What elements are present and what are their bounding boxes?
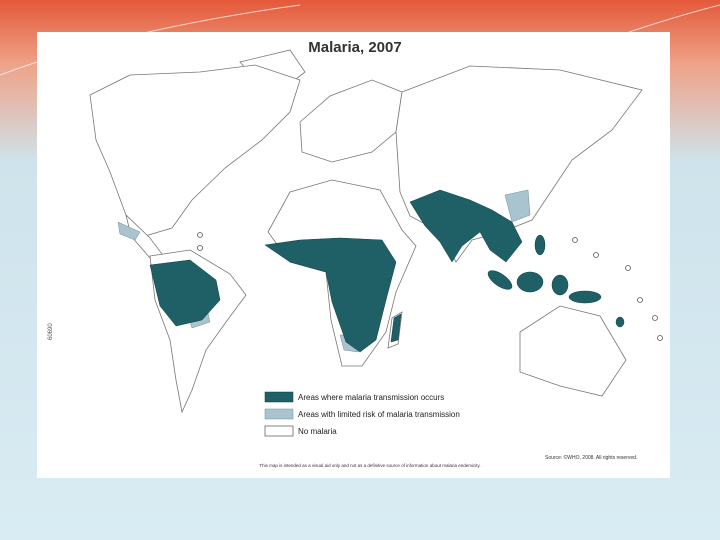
malaria-area (390, 313, 402, 343)
island (625, 265, 631, 271)
islands (197, 232, 663, 341)
legend-swatch (264, 425, 294, 437)
malaria-area (551, 274, 569, 296)
legend-label: Areas with limited risk of malaria trans… (298, 410, 460, 419)
legend-swatch (264, 408, 294, 420)
legend-swatch (264, 391, 294, 403)
island (652, 315, 658, 321)
australia (519, 305, 627, 397)
malaria-area (568, 290, 602, 304)
malaria-area (534, 234, 546, 256)
malaria-area (516, 271, 544, 293)
legend-label: Areas where malaria transmission occurs (298, 393, 444, 402)
malaria-area (615, 316, 625, 328)
disclaimer: This map is intended as a visual aid onl… (259, 463, 480, 468)
map-code: 60690 (48, 323, 54, 340)
island (593, 252, 599, 258)
legend-label: No malaria (298, 427, 337, 436)
malaria-area (487, 270, 513, 290)
island (197, 232, 203, 238)
source: Source: ©WHO, 2008. All rights reserved. (545, 454, 637, 461)
north-america (89, 64, 301, 237)
island (197, 245, 203, 251)
island (637, 297, 643, 303)
map-title: Malaria, 2007 (308, 39, 401, 56)
malaria-area (149, 259, 221, 327)
island (572, 237, 578, 243)
limited-risk-area (117, 221, 141, 241)
malaria-area (264, 237, 397, 353)
island (657, 335, 663, 341)
limited-risk-area (504, 189, 531, 223)
world-map (89, 49, 663, 414)
legend: Areas where malaria transmission occurs … (264, 391, 460, 437)
malaria-area (409, 189, 523, 263)
